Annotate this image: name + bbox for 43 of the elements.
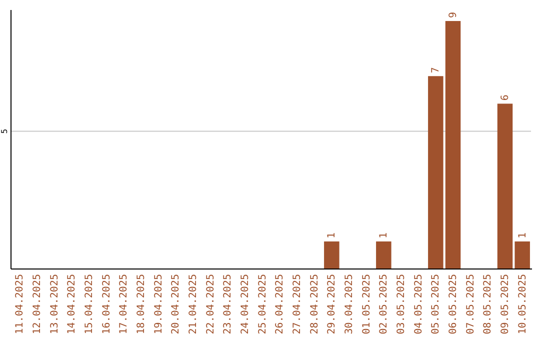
data-label: 9: [448, 12, 459, 18]
bar: [514, 241, 530, 269]
x-tick-label: 06.05.2025: [448, 274, 459, 334]
x-tick-label: 07.05.2025: [465, 274, 476, 334]
bar: [428, 76, 444, 269]
x-tick-label: 08.05.2025: [482, 274, 494, 334]
x-tick-label: 22.04.2025: [205, 274, 216, 334]
x-tick-label: 14.04.2025: [66, 274, 78, 334]
bar: [376, 241, 392, 269]
x-tick-label: 28.04.2025: [309, 274, 320, 334]
data-label: 1: [378, 232, 390, 238]
data-label: 6: [500, 94, 511, 101]
x-tick-label: 23.04.2025: [222, 274, 234, 334]
x-tick-label: 13.04.2025: [49, 274, 60, 334]
x-tick-label: 04.05.2025: [413, 274, 424, 334]
x-tick-label: 18.04.2025: [136, 274, 147, 334]
bar: [445, 21, 461, 269]
data-label: 1: [517, 232, 528, 238]
x-tick-label: 03.05.2025: [396, 274, 407, 334]
x-tick-label: 02.05.2025: [378, 274, 390, 334]
x-tick-label: 29.04.2025: [326, 274, 338, 334]
x-tick-label: 15.04.2025: [84, 274, 95, 334]
x-tick-label: 05.05.2025: [430, 274, 442, 334]
x-tick-label: 10.05.2025: [517, 274, 528, 334]
x-tick-label: 01.05.2025: [361, 274, 372, 334]
x-tick-label: 30.04.2025: [344, 274, 355, 334]
x-tick-label: 09.05.2025: [500, 274, 511, 334]
data-label: 7: [430, 67, 442, 74]
x-tick-label: 16.04.2025: [101, 274, 112, 334]
x-tick-label: 11.04.2025: [14, 274, 26, 334]
data-label: 1: [326, 232, 338, 238]
bar: [324, 241, 340, 269]
x-tick-label: 25.04.2025: [257, 274, 268, 334]
bar: [497, 104, 513, 269]
x-tick-label: 21.04.2025: [188, 274, 199, 334]
x-tick-label: 19.04.2025: [153, 274, 164, 334]
x-tick-label: 20.04.2025: [170, 274, 182, 334]
x-tick-label: 12.04.2025: [32, 274, 43, 334]
x-tick-label: 24.04.2025: [240, 274, 251, 334]
x-tick-label: 26.04.2025: [274, 274, 286, 334]
x-tick-label: 27.04.2025: [292, 274, 303, 334]
x-tick-label: 17.04.2025: [118, 274, 130, 334]
y-tick-label: 5: [0, 128, 9, 134]
